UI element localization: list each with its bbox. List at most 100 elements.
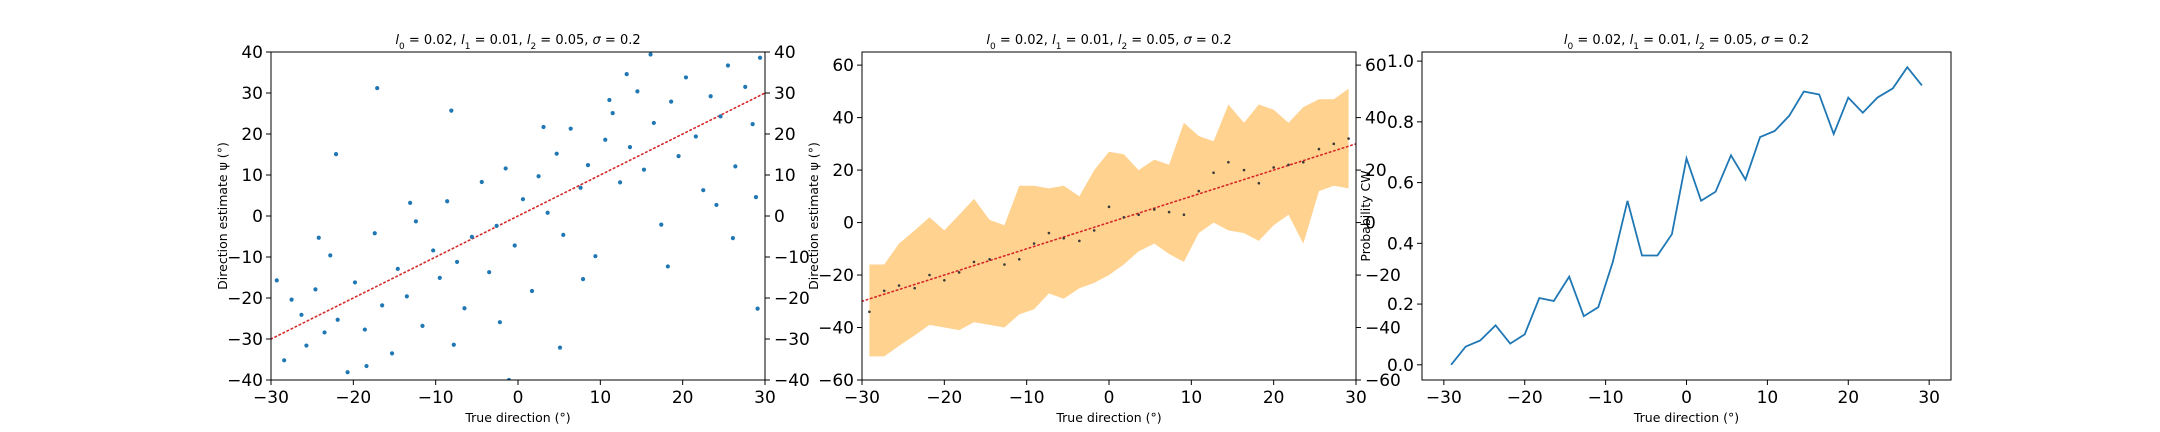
mean-point <box>1347 137 1350 140</box>
identity-line <box>271 92 765 340</box>
x-tick-label: 0 <box>1104 388 1115 408</box>
x-tick-label: 0 <box>1681 388 1692 408</box>
mean-point <box>1017 257 1021 261</box>
data-point <box>389 351 395 356</box>
data-point <box>557 345 563 350</box>
y-right-tick-label: 60 <box>1365 56 1387 76</box>
mean-point <box>1227 160 1230 164</box>
data-point <box>665 264 670 269</box>
mean-point <box>1332 142 1336 146</box>
data-point <box>624 72 629 77</box>
data-point <box>603 137 608 142</box>
x-tick-label: 10 <box>1757 388 1779 408</box>
data-point <box>404 294 409 299</box>
data-point <box>554 151 559 156</box>
data-point <box>274 278 279 283</box>
mean-point <box>1167 210 1171 214</box>
panel-2-estimate-band: −30 −20 −10 0 10 20 30−60−40−200204060−60−40−2… <box>806 33 1401 425</box>
panel-3-probability-cw: −30 −20 −10 0 10 20 30 0.0 0.2 0.4 0.6 0.8 1.0 True d… <box>1358 33 1952 425</box>
x-tick-label: −10 <box>418 388 454 408</box>
y-tick-label: −40 <box>227 371 263 391</box>
data-point <box>454 259 460 265</box>
x-tick-label: −10 <box>1588 388 1624 408</box>
x-tick-label: −30 <box>1426 388 1462 408</box>
panel-1-scatter: −30 −20 −10 0 10 20 30−40−30−20−10010203040−40… <box>215 33 810 425</box>
y-right-tick-label: −10 <box>774 248 810 268</box>
data-point <box>289 297 294 302</box>
y-tick-label: 30 <box>241 84 263 104</box>
x-tick-label: 20 <box>1837 388 1859 408</box>
data-point <box>364 363 369 369</box>
data-point <box>641 167 647 172</box>
y-right-tick-label: −40 <box>774 371 810 391</box>
data-point <box>282 358 287 363</box>
data-point <box>335 317 340 322</box>
data-point <box>503 166 508 171</box>
data-point <box>413 219 419 224</box>
mean-point <box>1197 189 1201 193</box>
mean-point <box>1152 208 1156 211</box>
data-point <box>512 243 517 248</box>
mean-point <box>1122 216 1126 219</box>
mean-point <box>1107 205 1111 209</box>
y-tick-label: 60 <box>832 56 854 76</box>
data-point <box>380 303 385 308</box>
data-point <box>718 114 723 119</box>
y-right-tick-label: 20 <box>774 125 796 145</box>
data-point <box>529 288 535 294</box>
y-tick-label: 0.0 <box>1387 356 1414 376</box>
y-tick-label: 0 <box>843 214 854 234</box>
mean-point <box>1062 237 1066 240</box>
mean-point <box>1047 231 1051 235</box>
data-point <box>755 306 760 311</box>
data-point <box>420 323 425 328</box>
x-tick-label: −10 <box>1009 388 1045 408</box>
x-tick-label: −20 <box>335 388 371 408</box>
y-tick-label: −30 <box>227 330 263 350</box>
y-tick-label: 20 <box>832 161 854 181</box>
y-tick-label: 40 <box>241 43 263 63</box>
data-point <box>497 320 502 325</box>
y-right-tick-label: 20 <box>1365 161 1387 181</box>
y-axis-label: Direction estimate ψ (°) <box>215 142 230 290</box>
y-right-tick-label: 0 <box>1365 214 1376 234</box>
x-tick-label: 10 <box>1181 388 1203 408</box>
x-tick-label: −20 <box>1507 388 1543 408</box>
y-tick-label: 0 <box>252 207 263 227</box>
data-point <box>627 145 633 150</box>
y-tick-label: 0.2 <box>1387 295 1414 315</box>
data-point <box>375 85 380 91</box>
x-axis-label: True direction (°) <box>1055 410 1161 425</box>
mean-point <box>1212 171 1215 175</box>
y-right-tick-label: 10 <box>774 166 796 186</box>
data-point <box>395 266 400 271</box>
x-tick-label: 10 <box>590 388 612 408</box>
y-axis-label: Probability CW <box>1358 170 1373 261</box>
x-tick-label: 0 <box>513 388 524 408</box>
x-tick-label: 20 <box>672 388 694 408</box>
x-tick-label: 20 <box>1263 388 1285 408</box>
data-point <box>693 134 698 139</box>
x-tick-label: −20 <box>926 388 962 408</box>
data-point <box>701 188 706 193</box>
y-tick-label: −10 <box>227 248 263 268</box>
data-point <box>708 94 713 99</box>
y-right-tick-label: −40 <box>1365 319 1401 339</box>
data-point <box>733 164 738 169</box>
mean-point <box>1182 213 1186 216</box>
mean-point <box>1302 160 1305 164</box>
data-point <box>730 236 735 241</box>
mean-point <box>1078 239 1081 243</box>
mean-point <box>1003 263 1006 266</box>
data-point <box>299 312 304 317</box>
x-axis-label: True direction (°) <box>1633 410 1739 425</box>
mean-point <box>943 278 946 282</box>
y-right-tick-label: 40 <box>774 43 796 63</box>
data-point <box>659 222 664 227</box>
data-point <box>536 174 541 179</box>
data-point <box>328 253 333 258</box>
data-point <box>757 55 763 60</box>
data-point <box>506 377 512 380</box>
data-point <box>487 270 492 275</box>
mean-point <box>1287 163 1290 167</box>
